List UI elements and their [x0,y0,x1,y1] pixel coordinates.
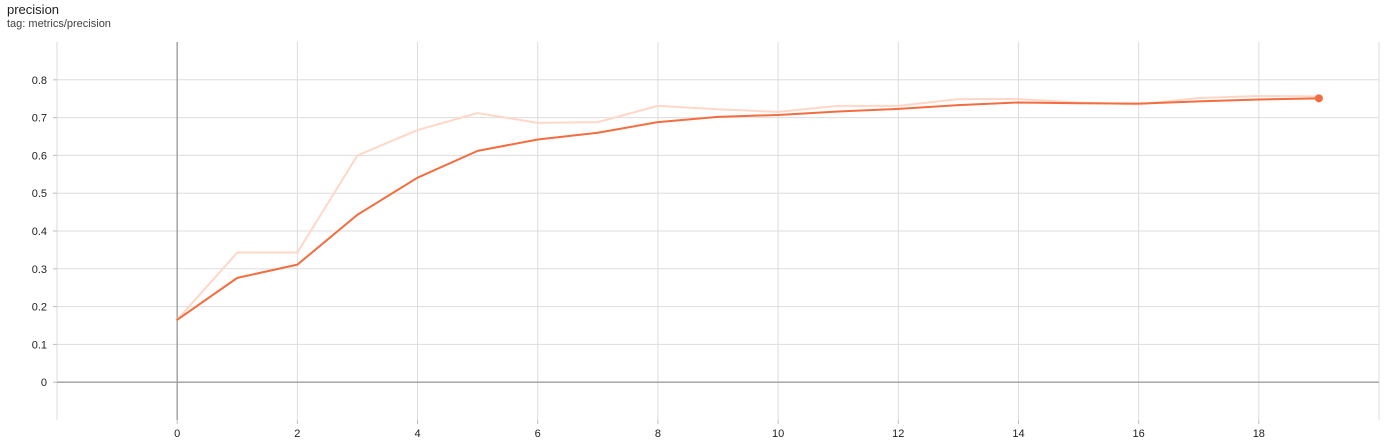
x-tick-label: 16 [1133,428,1145,440]
chart-title: precision [7,2,60,17]
x-tick-label: 12 [892,428,904,440]
raw-series-line [176,95,1320,321]
grid-lines [56,42,1380,420]
x-tick-label: 10 [772,428,784,440]
y-tick-label: 0.2 [32,302,47,314]
x-tick-label: 8 [655,428,661,440]
series-lines [176,94,1323,321]
x-tick-label: 4 [414,428,420,440]
smoothed-series-line [176,97,1320,321]
x-tick-label: 18 [1253,428,1265,440]
y-tick-label: 0.3 [32,264,47,276]
axes [53,42,1379,424]
x-tick-label: 6 [535,428,541,440]
y-tick-label: 0.5 [32,188,47,200]
x-tick-label: 0 [174,428,180,440]
y-tick-label: 0 [41,377,47,389]
chart-header: precision tag: metrics/precision [7,2,111,31]
y-tick-label: 0.7 [32,113,47,125]
y-tick-label: 0.4 [32,226,47,238]
y-tick-label: 0.1 [32,339,47,351]
y-tick-label: 0.6 [32,150,47,162]
x-tick-label: 14 [1012,428,1024,440]
last-point-marker [1314,94,1323,103]
x-tick-label: 2 [294,428,300,440]
chart-tag: tag: metrics/precision [7,18,111,30]
tick-labels: 0 2 4 6 8 10 12 14 16 18 0 0.1 0.2 0.3 0.4 0.5 0.6 0.7 0.8 [32,75,1265,440]
y-tick-label: 0.8 [32,75,47,87]
